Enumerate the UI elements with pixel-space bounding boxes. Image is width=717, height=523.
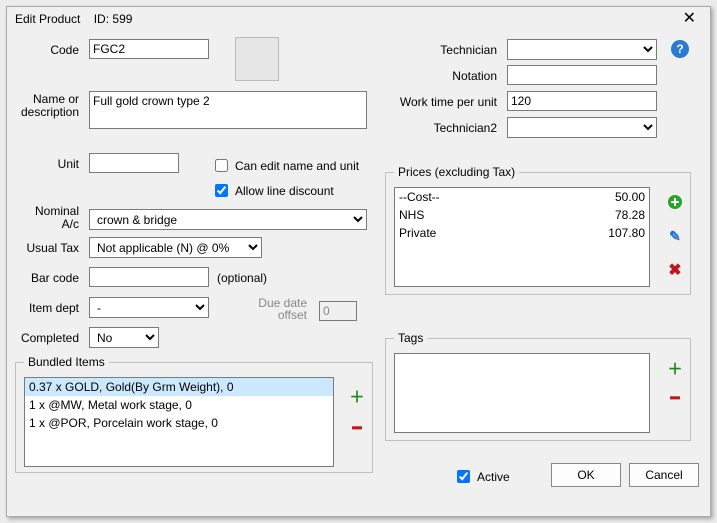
item-dept-label: Item dept xyxy=(15,301,85,315)
prices-legend: Prices (excluding Tax) xyxy=(394,165,519,179)
id-value: 599 xyxy=(112,12,132,26)
technician2-label: Technician2 xyxy=(385,121,503,135)
notation-label: Notation xyxy=(385,69,503,83)
nominal-select[interactable]: crown & bridge xyxy=(89,209,367,230)
bundled-listbox[interactable]: 0.37 x GOLD, Gold(By Grm Weight), 01 x @… xyxy=(24,377,334,467)
active-checkbox-box[interactable] xyxy=(457,470,470,483)
unit-label: Unit xyxy=(15,157,85,171)
optional-label: (optional) xyxy=(217,271,267,285)
bundled-row[interactable]: 0.37 x GOLD, Gold(By Grm Weight), 0 xyxy=(25,378,333,396)
bar-code-label: Bar code xyxy=(15,271,85,285)
window-title: Edit Product xyxy=(15,12,80,26)
active-checkbox[interactable]: Active xyxy=(453,467,510,486)
id-label: ID: xyxy=(94,12,109,26)
price-edit-icon[interactable]: ✎ xyxy=(666,227,684,245)
bundled-row[interactable]: 1 x @MW, Metal work stage, 0 xyxy=(25,396,333,414)
price-delete-icon[interactable]: ✖ xyxy=(666,261,684,279)
can-edit-checkbox-box[interactable] xyxy=(215,159,228,172)
bundled-add-icon[interactable]: ＋ xyxy=(348,387,366,405)
tag-remove-icon[interactable]: ━ xyxy=(666,389,684,407)
completed-label: Completed xyxy=(15,331,85,345)
notation-input[interactable] xyxy=(507,65,657,85)
technician-label: Technician xyxy=(385,43,503,57)
bundled-row[interactable]: 1 x @POR, Porcelain work stage, 0 xyxy=(25,414,333,432)
name-desc-label: Name or description xyxy=(15,93,85,119)
unit-input[interactable] xyxy=(89,153,179,173)
due-date-label: Due date offset xyxy=(243,297,313,321)
price-row[interactable]: NHS78.28 xyxy=(395,206,649,224)
completed-select[interactable]: No xyxy=(89,327,159,348)
allow-discount-checkbox[interactable]: Allow line discount xyxy=(211,181,334,200)
name-desc-input[interactable]: Full gold crown type 2 xyxy=(89,91,367,129)
product-image-placeholder[interactable] xyxy=(235,37,279,81)
allow-discount-checkbox-box[interactable] xyxy=(215,184,228,197)
price-row[interactable]: Private107.80 xyxy=(395,224,649,242)
can-edit-checkbox[interactable]: Can edit name and unit xyxy=(211,156,359,175)
tags-legend: Tags xyxy=(394,331,427,345)
ok-button[interactable]: OK xyxy=(551,463,621,487)
work-time-input[interactable] xyxy=(507,91,657,111)
cancel-button[interactable]: Cancel xyxy=(629,463,699,487)
help-icon[interactable]: ? xyxy=(671,40,689,58)
usual-tax-select[interactable]: Not applicable (N) @ 0% xyxy=(89,237,262,258)
price-row[interactable]: --Cost--50.00 xyxy=(395,188,649,206)
due-date-input xyxy=(319,301,357,321)
technician-select[interactable] xyxy=(507,39,657,60)
technician2-select[interactable] xyxy=(507,117,657,138)
bundled-legend: Bundled Items xyxy=(24,355,109,369)
bundled-remove-icon[interactable]: ━ xyxy=(348,419,366,437)
bar-code-input[interactable] xyxy=(89,267,209,287)
code-input[interactable] xyxy=(89,39,209,59)
code-label: Code xyxy=(15,43,85,57)
item-dept-select[interactable]: - xyxy=(89,297,209,318)
price-add-icon[interactable] xyxy=(666,193,684,211)
usual-tax-label: Usual Tax xyxy=(15,241,85,255)
work-time-label: Work time per unit xyxy=(385,95,503,109)
tag-add-icon[interactable]: ＋ xyxy=(666,359,684,377)
close-icon[interactable]: ✕ xyxy=(677,11,702,27)
tags-listbox[interactable] xyxy=(394,353,650,433)
prices-listbox[interactable]: --Cost--50.00NHS78.28Private107.80 xyxy=(394,187,650,287)
nominal-label: Nominal A/c xyxy=(15,205,85,231)
